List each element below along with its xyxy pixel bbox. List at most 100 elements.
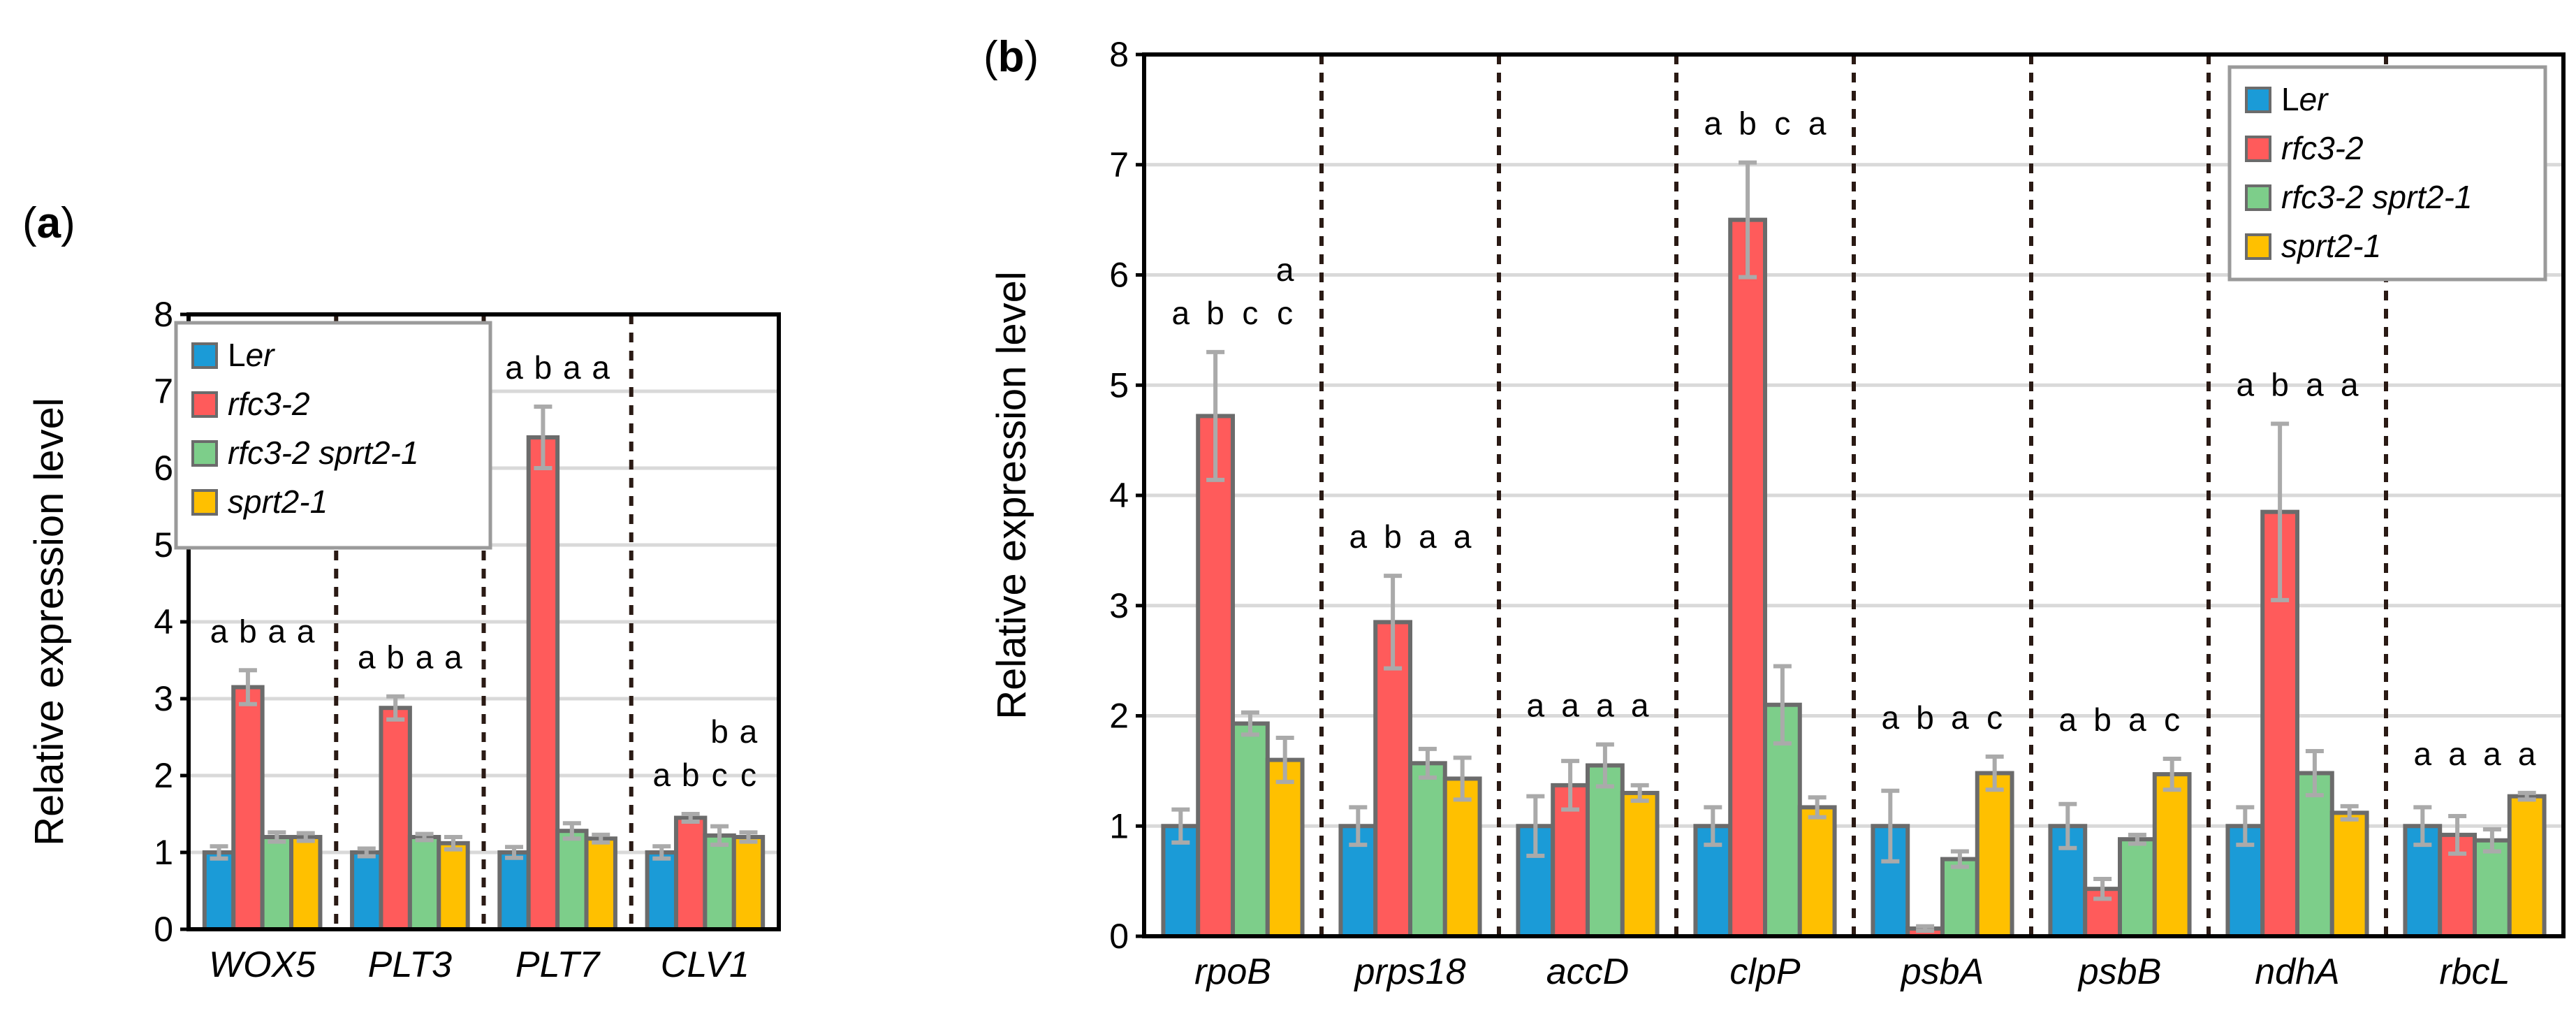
significance-letter: a xyxy=(1882,699,1900,736)
significance-letter: a xyxy=(2128,701,2146,738)
bar xyxy=(2118,837,2157,939)
y-axis-label: Relative expression level xyxy=(27,398,72,846)
significance-letter: b xyxy=(1916,699,1934,736)
legend-swatch xyxy=(2245,184,2271,211)
significance-letter: a xyxy=(1172,295,1190,331)
legend-box xyxy=(2227,65,2547,282)
significance-letter: a xyxy=(1419,518,1437,555)
y-tick-label: 4 xyxy=(1109,476,1129,515)
significance-letter: a xyxy=(210,613,228,649)
bar xyxy=(2152,772,2192,939)
significance-letter: b xyxy=(2093,701,2112,738)
significance-letter: c xyxy=(1774,106,1790,142)
significance-letter: b xyxy=(682,757,700,793)
legend-label: rfc3-2 sprt2-1 xyxy=(228,435,419,471)
bar xyxy=(1940,857,1979,938)
y-tick-label: 6 xyxy=(1109,256,1129,295)
significance-letter: a xyxy=(1596,688,1614,724)
bar xyxy=(1196,414,1235,938)
significance-letter: a xyxy=(2448,736,2466,772)
legend-label: Ler xyxy=(228,337,275,373)
legend-label: Ler xyxy=(2281,81,2329,117)
bar xyxy=(407,835,441,931)
x-tick-label: clpP xyxy=(1729,952,1800,992)
bar xyxy=(289,835,323,931)
bar xyxy=(1408,761,1447,939)
y-tick-label: 0 xyxy=(1109,917,1129,956)
significance-letter: b xyxy=(710,713,729,750)
significance-letter: a xyxy=(1527,688,1545,724)
legend-swatch xyxy=(191,342,218,369)
bar xyxy=(2507,794,2547,938)
significance-letter: a xyxy=(505,349,523,386)
bar xyxy=(437,841,470,932)
legend-label: rfc3-2 xyxy=(228,386,310,422)
significance-letter: c xyxy=(1277,295,1293,331)
bar xyxy=(1442,776,1482,938)
significance-letter: c xyxy=(1242,295,1258,331)
bar xyxy=(1586,763,1625,939)
bar xyxy=(526,435,560,931)
legend-box xyxy=(174,321,492,550)
bar xyxy=(1975,771,2014,939)
significance-letter: c xyxy=(712,757,728,793)
x-tick-label: prps18 xyxy=(1354,952,1466,992)
bar xyxy=(202,850,236,931)
significance-letter: a xyxy=(1631,688,1649,724)
significance-letter: a xyxy=(1276,252,1294,288)
significance-letter: a xyxy=(1808,106,1827,142)
y-tick-label: 7 xyxy=(1109,145,1129,184)
bar xyxy=(260,835,294,931)
x-tick-label: rbcL xyxy=(2439,952,2510,992)
significance-letter: a xyxy=(2414,736,2432,772)
y-tick-label: 0 xyxy=(154,910,173,949)
significance-letter: c xyxy=(1986,699,2003,736)
y-tick-label: 5 xyxy=(154,525,173,565)
bar xyxy=(1728,217,1768,938)
bar xyxy=(1231,721,1270,938)
significance-letter: a xyxy=(2341,366,2359,402)
significance-letter: b xyxy=(2271,366,2289,402)
legend-label: rfc3-2 sprt2-1 xyxy=(2281,179,2473,215)
significance-letter: b xyxy=(534,349,552,386)
x-tick-label: PLT3 xyxy=(368,945,453,985)
bar xyxy=(379,706,412,931)
significance-letter: b xyxy=(239,613,257,649)
x-tick-label: CLV1 xyxy=(661,945,749,985)
legend-swatch xyxy=(191,489,218,516)
y-tick-label: 7 xyxy=(154,372,173,411)
y-tick-label: 5 xyxy=(1109,365,1129,405)
bar xyxy=(1797,805,1837,938)
significance-letter: a xyxy=(2059,701,2077,738)
x-tick-label: PLT7 xyxy=(515,945,601,985)
y-tick-label: 1 xyxy=(1109,806,1129,845)
significance-letter: b xyxy=(386,639,404,676)
significance-letter: a xyxy=(1349,518,1368,555)
bar xyxy=(497,850,531,931)
legend-label: rfc3-2 xyxy=(2281,130,2364,166)
bar xyxy=(731,835,766,931)
significance-letter: a xyxy=(592,349,610,386)
legend: Ler rfc3-2 rfc3-2 sprt2-1 sprt2-1 xyxy=(174,321,492,550)
y-tick-label: 8 xyxy=(154,295,173,334)
legend-swatch xyxy=(191,440,218,467)
panel-label: (b) xyxy=(983,33,1039,81)
significance-letter: a xyxy=(1951,699,1969,736)
bar xyxy=(703,833,736,932)
bar xyxy=(2329,810,2369,938)
bar xyxy=(1265,757,1305,938)
bar xyxy=(231,685,265,931)
y-tick-label: 6 xyxy=(154,449,173,488)
significance-letter: b xyxy=(1206,295,1224,331)
significance-letter: a xyxy=(1561,688,1579,724)
legend-swatch xyxy=(2245,233,2271,260)
legend: Ler rfc3-2 rfc3-2 sprt2-1 sprt2-1 xyxy=(2227,65,2547,282)
x-tick-label: rpoB xyxy=(1194,952,1271,992)
significance-letter: a xyxy=(2483,736,2501,772)
x-tick-label: ndhA xyxy=(2255,952,2339,992)
bar xyxy=(673,815,708,931)
significance-letter: a xyxy=(2306,366,2324,402)
